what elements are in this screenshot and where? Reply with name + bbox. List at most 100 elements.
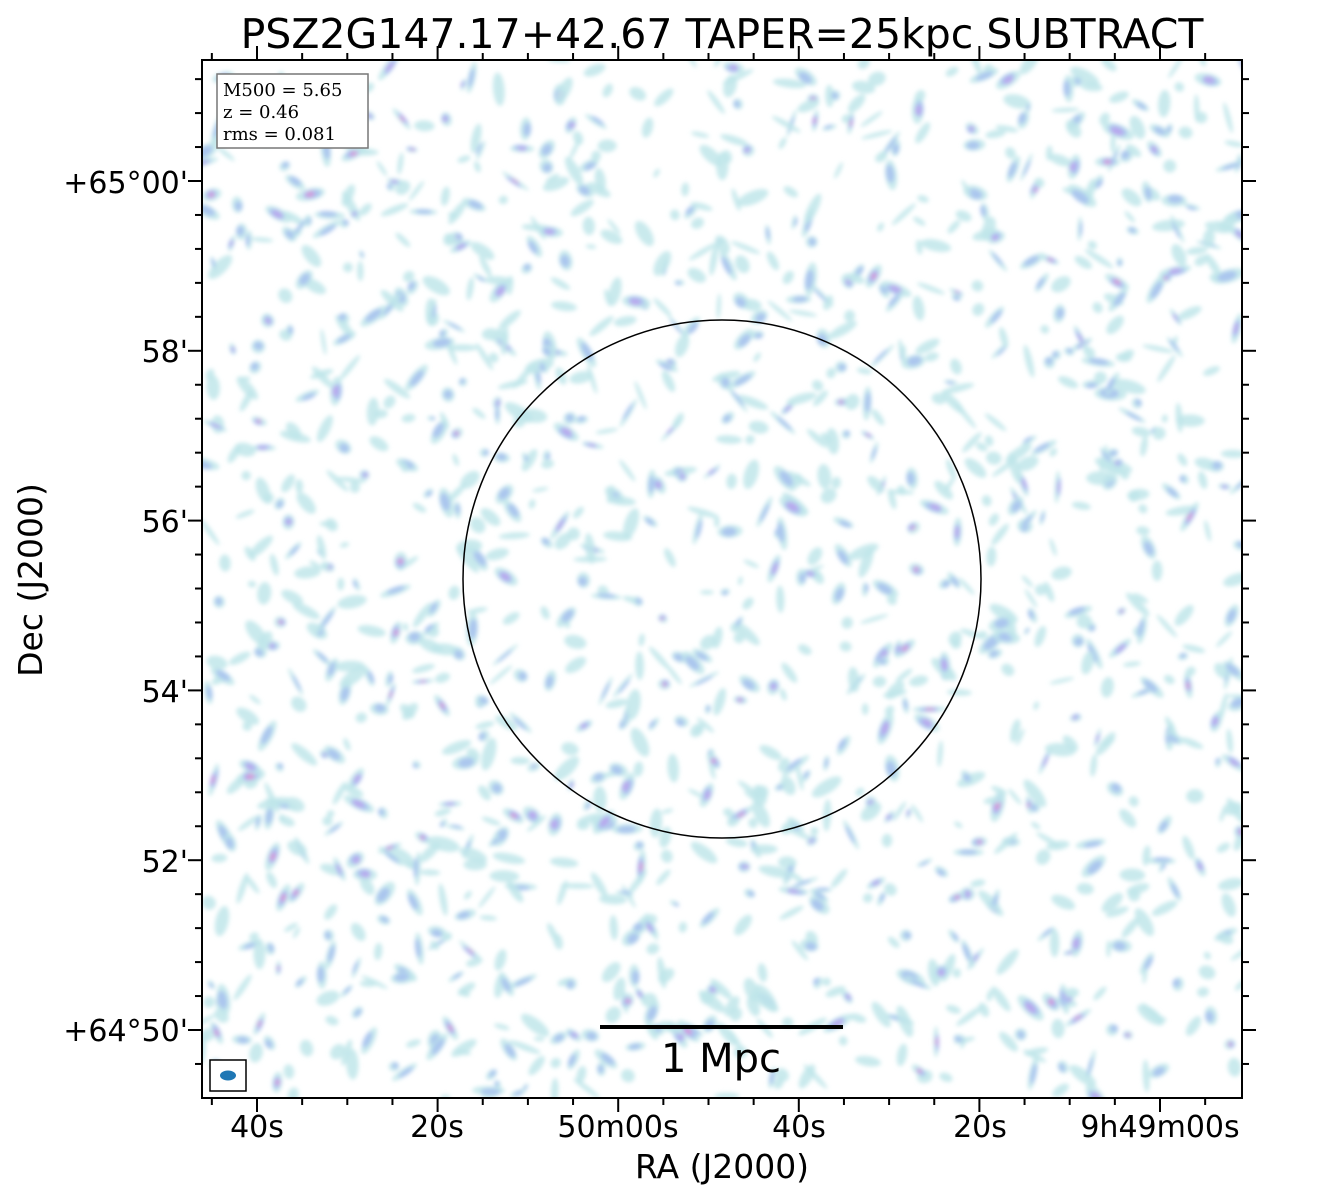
emission-blob bbox=[249, 694, 261, 705]
emission-blob bbox=[1113, 292, 1126, 307]
emission-blob bbox=[911, 525, 916, 530]
emission-blob bbox=[1087, 860, 1103, 875]
emission-blob bbox=[561, 427, 572, 436]
emission-blob bbox=[946, 459, 956, 480]
emission-blob bbox=[1069, 1064, 1097, 1087]
emission-blob bbox=[1113, 378, 1146, 395]
emission-blob bbox=[447, 1025, 453, 1032]
emission-blob bbox=[613, 315, 637, 327]
emission-blob bbox=[380, 203, 409, 217]
emission-blob bbox=[845, 393, 860, 410]
emission-blob bbox=[470, 123, 482, 154]
emission-blob bbox=[750, 844, 778, 855]
emission-blob bbox=[284, 922, 298, 932]
emission-blob bbox=[316, 651, 329, 663]
emission-blob bbox=[895, 668, 913, 683]
emission-blob bbox=[1051, 566, 1072, 580]
emission-blob bbox=[700, 990, 714, 1005]
emission-blob bbox=[1234, 979, 1242, 991]
emission-blob bbox=[600, 1053, 615, 1065]
emission-blob bbox=[1174, 605, 1194, 626]
emission-blob bbox=[903, 699, 908, 710]
emission-blob bbox=[571, 1032, 579, 1038]
emission-blob bbox=[681, 182, 690, 197]
emission-blob bbox=[398, 558, 404, 564]
emission-blob bbox=[544, 228, 555, 235]
beam-ellipse bbox=[220, 1070, 236, 1081]
emission-blob bbox=[597, 139, 617, 153]
emission-blob bbox=[837, 738, 847, 751]
emission-blob bbox=[1030, 1064, 1037, 1084]
emission-blob bbox=[625, 998, 630, 1004]
emission-blob bbox=[440, 186, 450, 206]
emission-blob bbox=[434, 808, 452, 817]
emission-blob bbox=[972, 303, 985, 316]
emission-blob bbox=[466, 607, 488, 614]
emission-blob bbox=[1127, 889, 1141, 902]
emission-blob bbox=[688, 242, 718, 261]
emission-blob bbox=[856, 367, 872, 375]
emission-blob bbox=[725, 837, 748, 848]
emission-blob bbox=[1123, 661, 1141, 667]
emission-blob bbox=[733, 1045, 748, 1059]
emission-blob bbox=[830, 868, 848, 888]
emission-blob bbox=[1135, 399, 1142, 407]
emission-blob bbox=[481, 816, 501, 826]
emission-blob bbox=[211, 768, 219, 789]
emission-blob bbox=[824, 758, 829, 768]
emission-blob bbox=[737, 812, 745, 818]
emission-blob bbox=[953, 295, 960, 301]
emission-blob bbox=[504, 1043, 516, 1058]
emission-blob bbox=[202, 895, 216, 910]
emission-blob bbox=[1043, 581, 1055, 602]
emission-blob bbox=[1084, 249, 1114, 269]
emission-blob bbox=[1174, 82, 1185, 92]
emission-blob bbox=[1127, 488, 1150, 501]
emission-blob bbox=[354, 1008, 362, 1017]
emission-blob bbox=[861, 130, 893, 140]
emission-blob bbox=[214, 1029, 219, 1036]
emission-blob bbox=[1057, 480, 1061, 494]
emission-blob bbox=[909, 979, 926, 989]
emission-blob bbox=[1220, 449, 1242, 459]
emission-blob bbox=[236, 872, 249, 904]
emission-blob bbox=[1033, 187, 1037, 193]
emission-blob bbox=[528, 810, 537, 819]
emission-blob bbox=[452, 453, 459, 466]
emission-blob bbox=[958, 849, 978, 855]
emission-blob bbox=[245, 763, 255, 771]
emission-blob bbox=[359, 876, 375, 896]
emission-blob bbox=[736, 394, 769, 410]
emission-blob bbox=[542, 176, 570, 192]
emission-blob bbox=[1205, 1010, 1214, 1023]
emission-blob bbox=[275, 1079, 280, 1085]
emission-blob bbox=[390, 179, 398, 184]
emission-blob bbox=[1023, 159, 1031, 177]
emission-blob bbox=[687, 506, 719, 519]
emission-blob bbox=[1126, 144, 1142, 158]
emission-blob bbox=[257, 419, 262, 423]
emission-blob bbox=[518, 671, 527, 681]
emission-blob bbox=[685, 655, 700, 671]
emission-blob bbox=[984, 413, 1007, 432]
emission-blob bbox=[374, 409, 388, 419]
emission-blob bbox=[1186, 789, 1204, 804]
emission-blob bbox=[402, 702, 418, 720]
emission-blob bbox=[357, 625, 386, 637]
emission-blob bbox=[779, 470, 794, 487]
emission-blob bbox=[454, 649, 464, 659]
emission-blob bbox=[325, 1015, 339, 1026]
emission-blob bbox=[839, 641, 852, 652]
emission-blob bbox=[488, 352, 499, 363]
emission-blob bbox=[431, 1038, 445, 1055]
emission-blob bbox=[729, 64, 739, 71]
emission-blob bbox=[798, 72, 812, 84]
emission-blob bbox=[758, 865, 791, 878]
emission-blob bbox=[510, 813, 517, 819]
emission-blob bbox=[876, 582, 893, 595]
emission-blob bbox=[209, 192, 215, 198]
emission-blob bbox=[1163, 276, 1167, 280]
emission-blob bbox=[408, 893, 419, 910]
emission-blob bbox=[455, 431, 459, 436]
emission-blob bbox=[395, 232, 411, 248]
